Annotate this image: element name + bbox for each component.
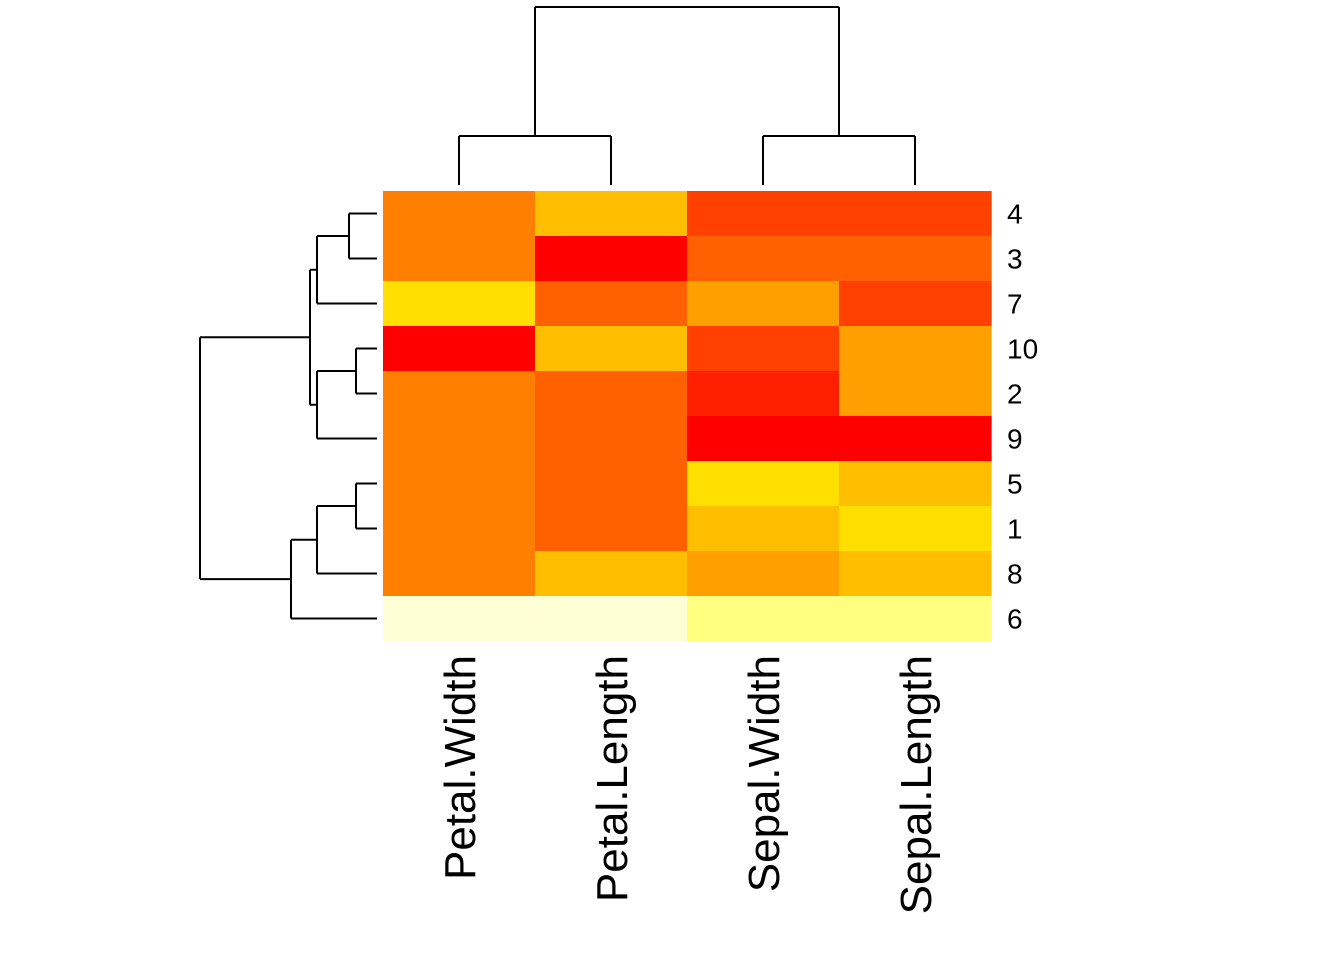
heatmap-cell-6-sepal-width: [687, 596, 840, 642]
row-label-7: 7: [1007, 289, 1023, 320]
heatmap-cell-5-petal-width: [383, 461, 536, 507]
row-label-2: 2: [1007, 379, 1023, 410]
heatmap-cell-5-sepal-length: [839, 461, 992, 507]
heatmap-cell-2-sepal-length: [839, 371, 992, 417]
heatmap-cell-10-sepal-length: [839, 326, 992, 372]
heatmap-cell-7-petal-width: [383, 281, 536, 327]
heatmap-cell-5-petal-length: [535, 461, 688, 507]
column-label-petal-length: Petal.Length: [588, 655, 637, 902]
heatmap-cell-10-petal-length: [535, 326, 688, 372]
heatmap-cell-3-petal-width: [383, 236, 536, 282]
heatmap-cell-7-sepal-width: [687, 281, 840, 327]
heatmap-cell-2-sepal-width: [687, 371, 840, 417]
heatmap-cell-1-petal-length: [535, 506, 688, 552]
row-label-3: 3: [1007, 244, 1023, 275]
heatmap-cell-10-sepal-width: [687, 326, 840, 372]
heatmap-cell-1-sepal-length: [839, 506, 992, 552]
heatmap-cell-4-petal-length: [535, 191, 688, 237]
row-label-4: 4: [1007, 199, 1023, 230]
heatmap-cell-6-petal-width: [383, 596, 536, 642]
row-label-10: 10: [1007, 334, 1038, 365]
heatmap-cell-1-sepal-width: [687, 506, 840, 552]
heatmap-cell-8-sepal-length: [839, 551, 992, 597]
column-label-sepal-width: Sepal.Width: [740, 655, 789, 892]
column-dendrogram: [458, 6, 916, 185]
row-label-1: 1: [1007, 514, 1023, 545]
column-labels: Petal.Width Petal.Length Sepal.Width Sepal.…: [436, 655, 941, 914]
row-label-9: 9: [1007, 424, 1023, 455]
row-label-6: 6: [1007, 604, 1023, 635]
heatmap-cell-7-sepal-length: [839, 281, 992, 327]
heatmap-cell-9-sepal-length: [839, 416, 992, 462]
row-labels: 4 3 7 10 2 9 5 1 8 6: [1007, 199, 1038, 635]
heatmap-cell-8-petal-length: [535, 551, 688, 597]
row-dendrogram: [199, 212, 377, 620]
row-label-5: 5: [1007, 469, 1023, 500]
heatmap-cell-8-petal-width: [383, 551, 536, 597]
heatmap-cells: [383, 191, 992, 642]
heatmap-cell-8-sepal-width: [687, 551, 840, 597]
heatmap-cell-10-petal-width: [383, 326, 536, 372]
row-label-8: 8: [1007, 559, 1023, 590]
heatmap-cell-2-petal-width: [383, 371, 536, 417]
column-label-sepal-length: Sepal.Length: [892, 655, 941, 914]
heatmap-cell-9-petal-width: [383, 416, 536, 462]
heatmap-cell-3-sepal-length: [839, 236, 992, 282]
heatmap-cell-1-petal-width: [383, 506, 536, 552]
heatmap-cell-9-petal-length: [535, 416, 688, 462]
heatmap-cell-6-sepal-length: [839, 596, 992, 642]
heatmap-cell-6-petal-length: [535, 596, 688, 642]
heatmap-cell-3-petal-length: [535, 236, 688, 282]
heatmap-cell-7-petal-length: [535, 281, 688, 327]
heatmap-cell-5-sepal-width: [687, 461, 840, 507]
column-label-petal-width: Petal.Width: [436, 655, 485, 880]
heatmap-cell-3-sepal-width: [687, 236, 840, 282]
heatmap-cell-2-petal-length: [535, 371, 688, 417]
heatmap-cell-4-petal-width: [383, 191, 536, 237]
heatmap-cell-9-sepal-width: [687, 416, 840, 462]
heatmap-cell-4-sepal-length: [839, 191, 992, 237]
heatmap-cell-4-sepal-width: [687, 191, 840, 237]
